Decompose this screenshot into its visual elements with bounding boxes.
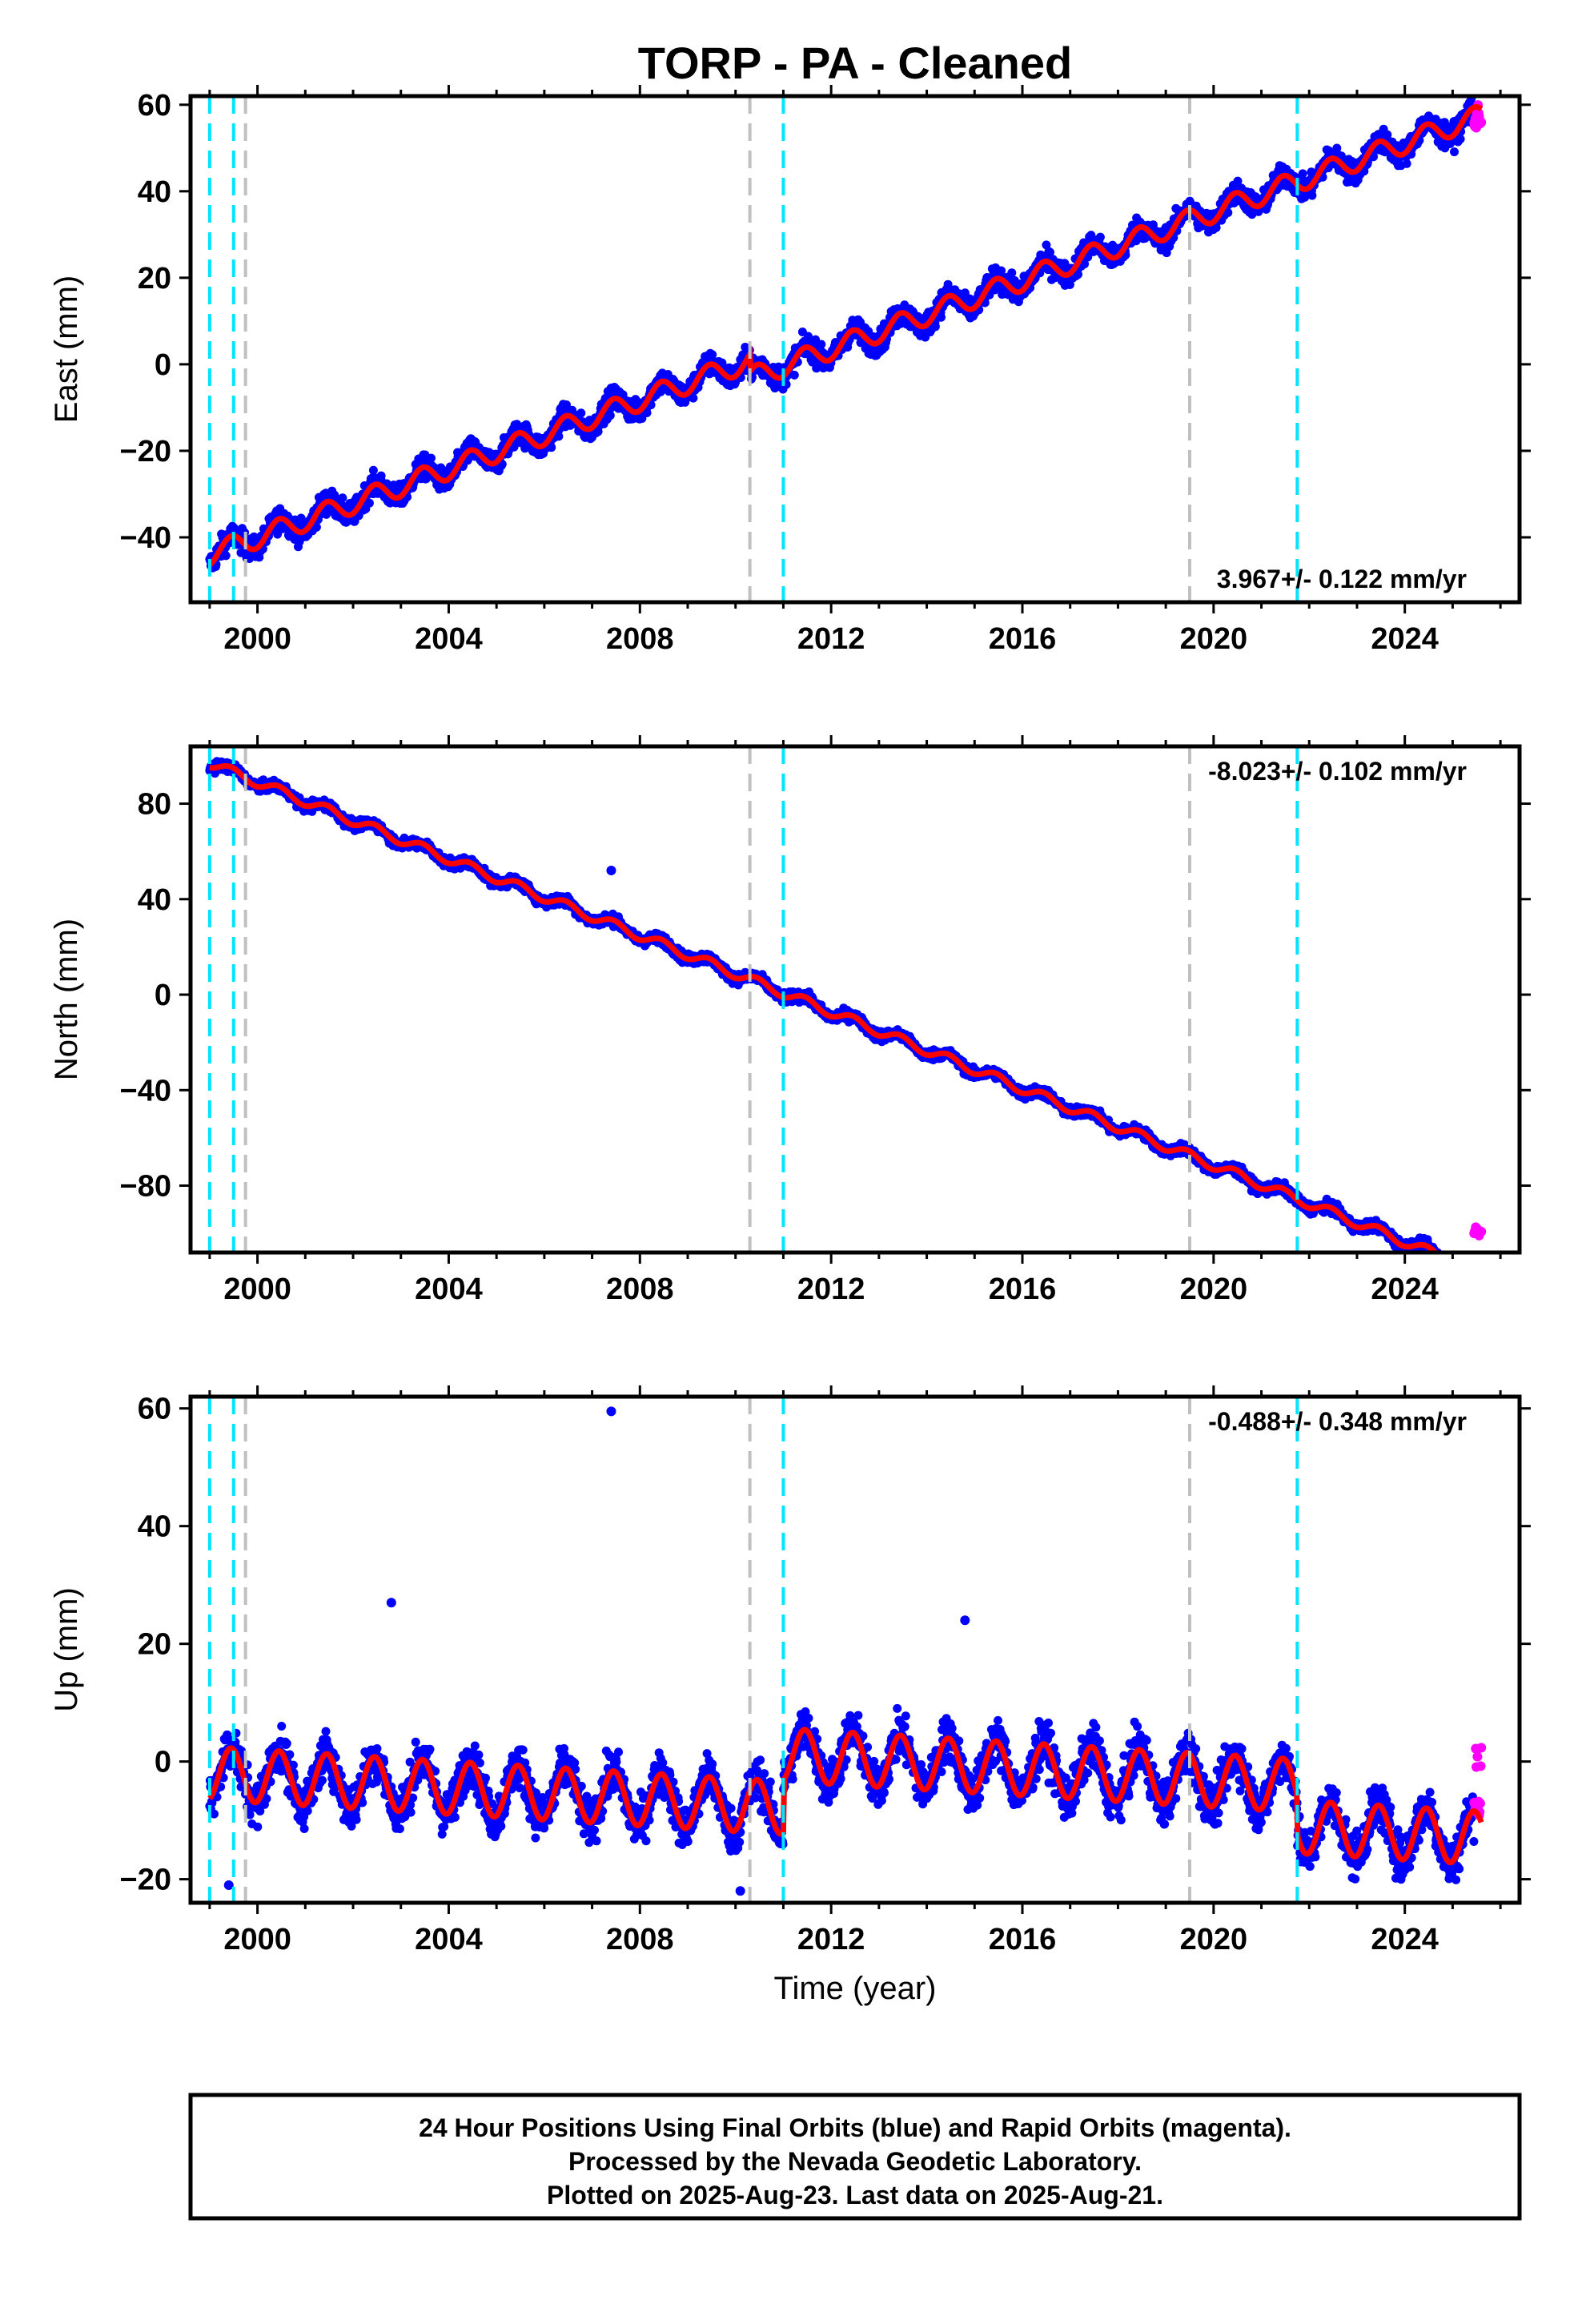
x-tick-label: 2020: [1180, 622, 1248, 656]
data-point: [1450, 147, 1459, 157]
data-point: [1369, 152, 1378, 162]
data-point: [338, 493, 347, 503]
data-point: [817, 340, 826, 349]
y-tick-label: −40: [120, 521, 171, 555]
data-point: [1074, 270, 1082, 279]
panel-east: 2000 2004 2008 2012 2016 2020 2024 −40 −20 0 20 40 6…: [49, 85, 1531, 656]
data-point: [689, 393, 698, 403]
data-point: [368, 465, 378, 475]
data-point: [554, 432, 564, 441]
chart-title: TORP - PA - Cleaned: [638, 38, 1072, 88]
data-point: [717, 358, 727, 368]
data-point: [376, 471, 386, 480]
rapid-data-point: [1476, 117, 1487, 127]
data-point: [708, 350, 717, 360]
y-tick-label: 20: [138, 262, 171, 296]
data-point: [1223, 208, 1233, 217]
data-point: [1233, 176, 1243, 186]
panels: 2000 2004 2008 2012 2016 2020 2024 −40 −20 0 20 40 6…: [49, 85, 1531, 2006]
data-point: [576, 408, 586, 418]
data-point: [1007, 268, 1017, 278]
x-tick-label: 2004: [415, 622, 483, 656]
data-point: [311, 522, 321, 532]
data-point: [1307, 191, 1317, 200]
data-point: [1298, 169, 1307, 179]
data-point: [1402, 159, 1411, 168]
data-point: [997, 266, 1006, 275]
data-point: [547, 443, 556, 452]
data-point: [322, 509, 331, 519]
data-point: [1095, 232, 1105, 242]
data-point: [221, 551, 231, 561]
data-point: [1065, 280, 1074, 289]
data-point: [427, 453, 436, 463]
data-point: [789, 370, 799, 380]
data-point: [1456, 135, 1465, 144]
data-point: [1046, 247, 1054, 257]
y-tick-label: 60: [138, 89, 171, 123]
y-tick-label: 40: [138, 175, 171, 209]
data-point: [364, 498, 374, 508]
x-tick-label: 2000: [223, 622, 291, 656]
y-tick-label: 0: [155, 348, 171, 382]
data-point: [1211, 223, 1221, 232]
x-tick-label: 2012: [797, 622, 865, 656]
data-point: [605, 411, 615, 420]
east-y-axis-label: East (mm): [49, 275, 84, 423]
east-rate-label: 3.967+/- 0.122 mm/yr: [1217, 565, 1467, 593]
x-tick-label: 2024: [1371, 622, 1439, 656]
data-point: [930, 322, 940, 332]
data-point: [1080, 259, 1090, 269]
data-point: [937, 312, 946, 322]
data-point: [642, 408, 652, 417]
y-tick-label: −20: [120, 435, 171, 468]
x-tick-label: 2016: [989, 622, 1057, 656]
x-tick-label: 2008: [606, 622, 674, 656]
